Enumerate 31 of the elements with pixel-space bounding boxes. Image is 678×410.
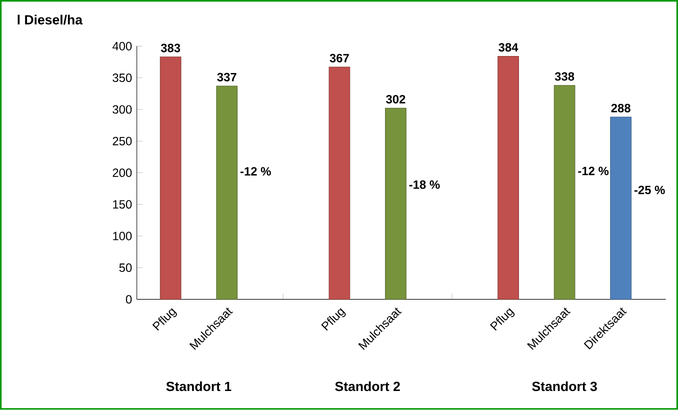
bar xyxy=(498,56,519,300)
text: Standort 3 xyxy=(532,381,597,392)
data-label: 383 xyxy=(160,44,180,52)
bar xyxy=(554,85,576,300)
data-label: 337 xyxy=(217,72,236,82)
y-tick-label: 100 xyxy=(113,232,132,240)
data-label: 288 xyxy=(611,104,630,112)
y-tick-label: 150 xyxy=(113,200,132,209)
data-label: 338 xyxy=(554,72,574,81)
y-tick-label: 0 xyxy=(126,295,132,304)
bar xyxy=(160,56,182,300)
y-axis-title: l Diesel/ha xyxy=(18,14,83,25)
y-tick-label: 200 xyxy=(112,168,132,178)
y-tick-label: 250 xyxy=(112,136,132,146)
annotation: -18 % xyxy=(409,180,440,190)
data-label: 384 xyxy=(498,43,518,52)
text: Standort 2 xyxy=(335,382,400,392)
y-tick-label: 300 xyxy=(112,105,132,114)
bar xyxy=(610,116,632,300)
bar xyxy=(385,108,406,300)
y-tick-label: 400 xyxy=(112,42,132,51)
annotation: -12 % xyxy=(240,167,271,176)
bar xyxy=(328,66,350,300)
y-tick-label: 350 xyxy=(112,74,132,82)
annotation: -12 % xyxy=(578,166,609,176)
y-tick-label: 50 xyxy=(119,264,132,272)
data-label: 367 xyxy=(330,54,349,62)
text: Standort 1 xyxy=(166,382,232,392)
bar xyxy=(216,86,238,300)
data-label: 302 xyxy=(386,95,406,104)
annotation: -25 % xyxy=(634,186,665,194)
